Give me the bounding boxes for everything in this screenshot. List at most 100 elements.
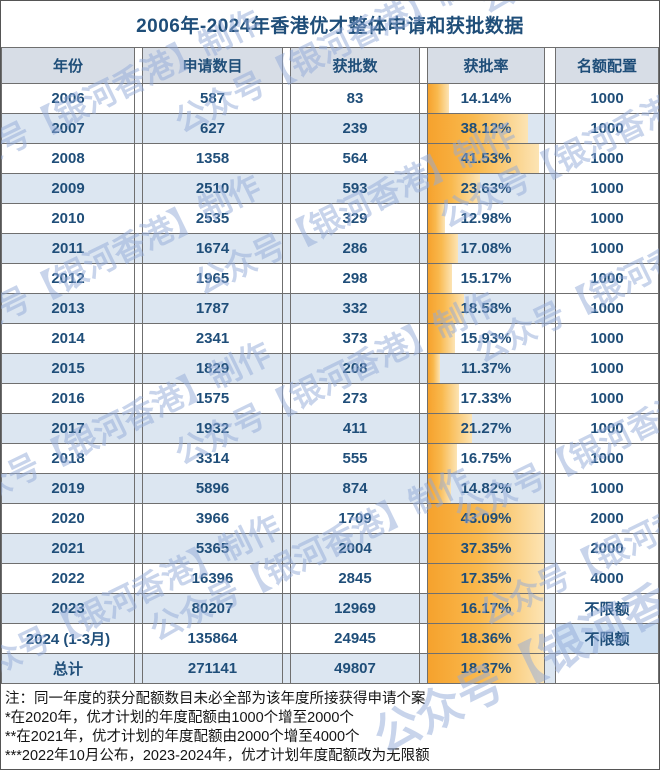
approval-rate-cell: 16.17% xyxy=(427,594,545,623)
approvals-cell: 1709 xyxy=(290,504,420,533)
applications-cell: 1932 xyxy=(142,414,283,443)
column-gutter xyxy=(420,654,427,683)
column-gutter xyxy=(135,294,142,323)
column-gutter xyxy=(135,504,142,533)
approval-rate-cell: 14.82% xyxy=(427,474,545,503)
approval-rate-cell: 14.14% xyxy=(427,84,545,113)
quota-cell: 不限额 xyxy=(555,624,659,653)
rate-value: 12.98% xyxy=(460,210,512,227)
column-gutter xyxy=(283,474,290,503)
column-gutter xyxy=(420,324,427,353)
rate-value: 41.53% xyxy=(460,150,512,167)
rate-data-bar xyxy=(428,534,544,563)
year-cell: 2007 xyxy=(1,114,135,143)
quota-cell: 1000 xyxy=(555,114,659,143)
rate-value: 38.12% xyxy=(460,120,512,137)
applications-cell: 5365 xyxy=(142,534,283,563)
column-gutter xyxy=(135,384,142,413)
approval-rate-cell: 41.53% xyxy=(427,144,545,173)
table-row: 2019 5896 874 14.82% 1000 xyxy=(1,474,659,504)
approval-rate-cell: 43.09% xyxy=(427,504,545,533)
column-gutter xyxy=(545,534,555,563)
column-gutter xyxy=(420,414,427,443)
rate-value: 16.75% xyxy=(460,450,512,467)
year-cell: 2024 (1-3月) xyxy=(1,624,135,653)
column-gutter xyxy=(545,264,555,293)
column-gutter xyxy=(135,174,142,203)
rate-data-bar xyxy=(428,204,446,233)
table-row: 2007 627 239 38.12% 1000 xyxy=(1,114,659,144)
rate-value: 16.17% xyxy=(460,600,512,617)
year-cell: 2023 xyxy=(1,594,135,623)
rate-data-bar xyxy=(428,504,544,533)
column-gutter xyxy=(283,174,290,203)
column-gutter xyxy=(283,234,290,263)
column-gutter xyxy=(545,234,555,263)
year-cell: 2022 xyxy=(1,564,135,593)
rate-data-bar xyxy=(428,654,544,683)
year-cell: 2014 xyxy=(1,324,135,353)
column-gutter xyxy=(420,384,427,413)
column-gutter xyxy=(135,144,142,173)
rate-value: 17.08% xyxy=(460,240,512,257)
year-cell: 2019 xyxy=(1,474,135,503)
quota-cell: 1000 xyxy=(555,384,659,413)
column-gutter xyxy=(420,354,427,383)
column-gutter xyxy=(283,504,290,533)
rate-data-bar xyxy=(428,84,449,113)
applications-cell: 5896 xyxy=(142,474,283,503)
column-gutter xyxy=(420,594,427,623)
column-gutter xyxy=(135,564,142,593)
year-cell: 2008 xyxy=(1,144,135,173)
table-row: 2014 2341 373 15.93% 1000 xyxy=(1,324,659,354)
approvals-cell: 208 xyxy=(290,354,420,383)
year-cell: 2013 xyxy=(1,294,135,323)
year-cell: 总计 xyxy=(1,654,135,683)
rate-data-bar xyxy=(428,114,528,143)
approvals-cell: 411 xyxy=(290,414,420,443)
approval-rate-cell: 23.63% xyxy=(427,174,545,203)
applications-cell: 1358 xyxy=(142,144,283,173)
rate-data-bar xyxy=(428,384,460,413)
column-gutter xyxy=(283,264,290,293)
column-gutter xyxy=(420,534,427,563)
quota-cell: 2000 xyxy=(555,534,659,563)
column-gutter xyxy=(545,444,555,473)
approval-rate-cell: 17.35% xyxy=(427,564,545,593)
approvals-cell: 239 xyxy=(290,114,420,143)
column-gutter xyxy=(283,594,290,623)
page-title: 2006年-2024年香港优才整体申请和获批数据 xyxy=(136,15,524,37)
table-row: 2023 80207 12969 16.17% 不限额 xyxy=(1,594,659,624)
column-header: 申请数目 xyxy=(142,48,283,83)
year-cell: 2018 xyxy=(1,444,135,473)
column-gutter xyxy=(420,504,427,533)
table-row: 2009 2510 593 23.63% 1000 xyxy=(1,174,659,204)
column-gutter xyxy=(420,84,427,113)
quota-cell: 1000 xyxy=(555,474,659,503)
column-gutter xyxy=(545,384,555,413)
year-cell: 2011 xyxy=(1,234,135,263)
quota-cell: 1000 xyxy=(555,324,659,353)
applications-cell: 1674 xyxy=(142,234,283,263)
column-gutter xyxy=(283,204,290,233)
column-gutter xyxy=(545,474,555,503)
column-gutter xyxy=(283,444,290,473)
applications-cell: 1787 xyxy=(142,294,283,323)
column-gutter xyxy=(135,204,142,233)
column-gutter xyxy=(135,234,142,263)
approvals-cell: 329 xyxy=(290,204,420,233)
approval-rate-cell: 15.93% xyxy=(427,324,545,353)
approvals-cell: 555 xyxy=(290,444,420,473)
applications-cell: 2535 xyxy=(142,204,283,233)
column-gutter xyxy=(135,624,142,653)
approvals-cell: 24945 xyxy=(290,624,420,653)
approvals-cell: 2004 xyxy=(290,534,420,563)
column-gutter xyxy=(545,354,555,383)
table-row: 总计 271141 49807 18.37% xyxy=(1,654,659,684)
column-header: 获批数 xyxy=(290,48,420,83)
column-gutter xyxy=(420,48,427,83)
quota-cell: 不限额 xyxy=(555,594,659,623)
column-gutter xyxy=(545,204,555,233)
year-cell: 2010 xyxy=(1,204,135,233)
